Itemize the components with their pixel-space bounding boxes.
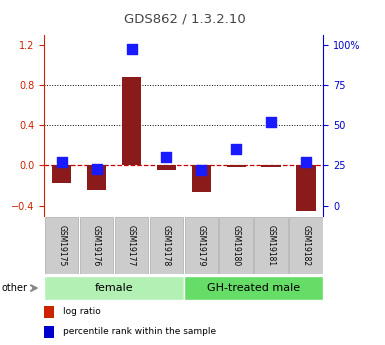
Bar [150, 217, 183, 274]
Text: GH-treated male: GH-treated male [207, 283, 300, 293]
Bar [192, 165, 211, 193]
Text: GSM19179: GSM19179 [197, 225, 206, 266]
Text: female: female [95, 283, 133, 293]
Text: GDS862 / 1.3.2.10: GDS862 / 1.3.2.10 [124, 12, 246, 25]
Bar [45, 217, 79, 274]
Bar [115, 217, 148, 274]
Bar [184, 276, 323, 300]
Text: percentile rank within the sample: percentile rank within the sample [63, 327, 216, 336]
Text: GSM19181: GSM19181 [266, 225, 276, 266]
Point [268, 119, 274, 125]
Bar [87, 165, 106, 190]
Point [129, 47, 135, 52]
Bar [227, 165, 246, 167]
Point [94, 166, 100, 171]
Bar [296, 165, 316, 210]
Bar [44, 306, 54, 318]
Text: log ratio: log ratio [63, 307, 100, 316]
Text: GSM19177: GSM19177 [127, 225, 136, 266]
Bar [44, 276, 184, 300]
Point [303, 159, 309, 165]
Bar [219, 217, 253, 274]
Bar [52, 165, 71, 184]
Bar [80, 217, 113, 274]
Text: GSM19176: GSM19176 [92, 225, 101, 266]
Point [198, 167, 204, 173]
Bar [122, 77, 141, 165]
Point [59, 159, 65, 165]
Point [233, 146, 239, 152]
Bar [254, 217, 288, 274]
Bar [44, 326, 54, 337]
Bar [261, 165, 281, 167]
Bar [289, 217, 323, 274]
Text: other: other [2, 283, 28, 293]
Bar [157, 165, 176, 170]
Point [163, 155, 169, 160]
Bar [184, 217, 218, 274]
Text: GSM19175: GSM19175 [57, 225, 66, 266]
Text: GSM19178: GSM19178 [162, 225, 171, 266]
Text: GSM19182: GSM19182 [301, 225, 310, 266]
Text: GSM19180: GSM19180 [232, 225, 241, 266]
